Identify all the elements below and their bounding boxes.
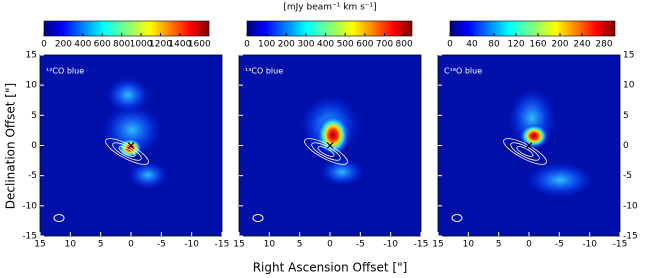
x-tick-label: 10 (65, 240, 77, 250)
x-tick-label: 0 (128, 240, 134, 250)
y-tick-label: 5 (31, 111, 37, 121)
colorbar-tick-label: 500 (337, 40, 354, 50)
source-marker (525, 142, 533, 149)
y-tick-label: -5 (28, 171, 37, 181)
colorbar-tick-label: 700 (376, 40, 393, 50)
x-tick-label: -5 (555, 240, 564, 250)
emission (106, 77, 150, 113)
colorbar-tick-label: 1000 (130, 40, 153, 50)
colorbar-tick-label: 1200 (149, 40, 172, 50)
map-panel (438, 55, 620, 236)
x-tick-label: -10 (184, 240, 199, 250)
colorbar-tick-label: 160 (529, 40, 546, 50)
y-tick-label: -5 (623, 171, 632, 181)
y-tick-label: -10 (22, 201, 37, 211)
map-panel (40, 55, 222, 236)
panel-label: ¹²CO blue (46, 67, 84, 76)
colorbar-tick-label: 400 (74, 40, 91, 50)
x-tick-label: 0 (327, 240, 333, 250)
colorbar-tick-label: 300 (297, 40, 314, 50)
y-tick-label: -15 (22, 232, 37, 242)
map-panel (239, 55, 421, 236)
colorbar-tick-label: 400 (317, 40, 334, 50)
y-tick-label: 10 (623, 81, 635, 91)
y-tick-label: 10 (26, 81, 38, 91)
colorbar-tick-label: 0 (244, 40, 250, 50)
colorbar-tick-label: 600 (94, 40, 111, 50)
x-tick-label: 5 (297, 240, 303, 250)
y-tick-label: -10 (623, 201, 638, 211)
colorbar-tick-label: 0 (447, 40, 453, 50)
x-tick-label: -5 (356, 240, 365, 250)
colorbar-tick-label: 1600 (188, 40, 211, 50)
colorbar-tick-label: 800 (113, 40, 130, 50)
colorbar (449, 20, 616, 37)
beam (252, 214, 264, 222)
x-tick-label: -5 (157, 240, 166, 250)
panel-label: C¹⁸O blue (444, 67, 482, 76)
colorbar-tick-label: 40 (466, 40, 478, 50)
colorbar (246, 20, 413, 37)
colorbar-tick-label: 240 (573, 40, 590, 50)
y-tick-label: 5 (623, 111, 629, 121)
emission (320, 158, 364, 186)
colorbar-tick-label: 100 (258, 40, 275, 50)
emission (317, 115, 349, 155)
x-tick-label: 10 (264, 240, 276, 250)
emission (526, 162, 594, 198)
y-axis-label: Declination Offset ["] (4, 83, 18, 209)
source-marker (326, 142, 334, 149)
emission (520, 124, 548, 148)
colorbar-tick-label: 80 (488, 40, 500, 50)
x-tick-label: -10 (383, 240, 398, 250)
source-marker (127, 142, 135, 149)
colorbar-tick-label: 120 (507, 40, 524, 50)
colorbar-tick-label: 0 (41, 40, 47, 50)
y-tick-label: 15 (623, 51, 634, 61)
colorbar (43, 20, 210, 37)
x-tick-label: -15 (414, 240, 429, 250)
x-tick-label: -15 (215, 240, 230, 250)
colorbar-tick-label: 280 (595, 40, 612, 50)
beam (53, 214, 65, 222)
panel-label: ¹³CO blue (245, 67, 283, 76)
colorbar-tick-label: 600 (356, 40, 373, 50)
colorbar-tick-label: 1400 (168, 40, 191, 50)
x-tick-label: 15 (233, 240, 244, 250)
colorbar-tick-label: 200 (55, 40, 72, 50)
x-tick-label: 10 (463, 240, 475, 250)
x-tick-label: -15 (613, 240, 628, 250)
y-tick-label: -15 (623, 232, 638, 242)
x-tick-label: -10 (582, 240, 597, 250)
colorbar-label: [mJy beam⁻¹ km s⁻¹] (283, 3, 376, 13)
colorbar-tick-label: 200 (278, 40, 295, 50)
y-tick-label: 15 (26, 51, 37, 61)
colorbar-tick-label: 200 (551, 40, 568, 50)
x-tick-label: 15 (34, 240, 45, 250)
x-tick-label: 5 (496, 240, 502, 250)
beam (451, 214, 463, 222)
x-tick-label: 5 (98, 240, 104, 250)
x-axis-label: Right Ascension Offset ["] (253, 261, 408, 275)
y-tick-label: 0 (31, 141, 37, 151)
colorbar-tick-label: 800 (396, 40, 413, 50)
y-tick-label: 0 (623, 141, 629, 151)
x-tick-label: 0 (526, 240, 532, 250)
x-tick-label: 15 (432, 240, 443, 250)
emission (128, 161, 168, 189)
